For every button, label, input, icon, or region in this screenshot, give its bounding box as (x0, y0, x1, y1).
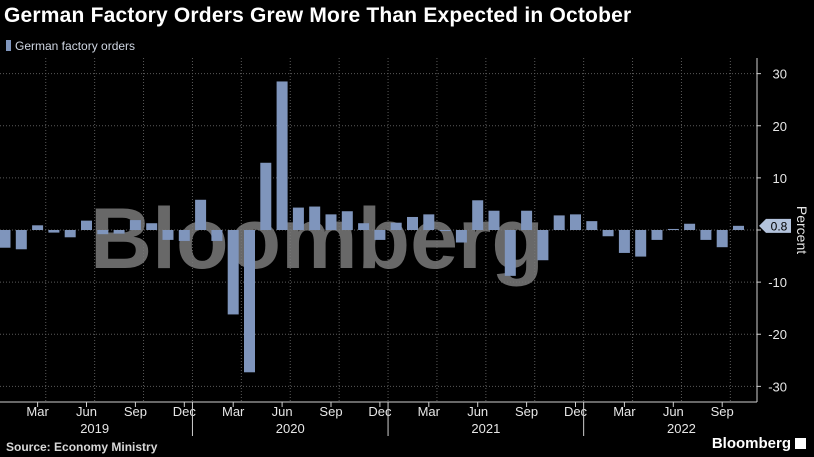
gridlines (0, 58, 757, 402)
x-tick-label: Mar (613, 404, 636, 419)
year-label: 2021 (471, 421, 500, 436)
y-axis-title: Percent (794, 206, 810, 254)
source-note: Source: Economy Ministry (6, 440, 158, 454)
bar (292, 207, 304, 230)
bar (488, 210, 500, 230)
last-value-label: 0.8 (771, 219, 788, 233)
bar (0, 230, 11, 248)
bar (325, 214, 337, 230)
bar (227, 230, 239, 315)
bar (309, 206, 321, 230)
bar (423, 214, 435, 230)
x-tick-label: Sep (319, 404, 342, 419)
y-tick-label: 10 (773, 171, 787, 186)
bar (211, 230, 223, 241)
bar (521, 210, 533, 230)
y-tick-label: -20 (768, 327, 787, 342)
x-axis: Mar Jun Sep Dec Mar Jun Sep Dec Mar Jun Sep Dec Mar J… (0, 401, 757, 436)
bar (472, 200, 484, 230)
bar (716, 230, 728, 248)
bar (146, 223, 158, 230)
bar (15, 230, 27, 250)
year-label: 2020 (276, 421, 305, 436)
bar (635, 230, 647, 257)
bar (667, 228, 679, 230)
x-tick-label: Mar (26, 404, 49, 419)
bar (455, 230, 467, 243)
bar (195, 199, 207, 230)
brand-icon (795, 438, 806, 449)
legend-swatch (6, 40, 11, 51)
last-value-tag (759, 218, 791, 233)
bar (64, 230, 76, 238)
x-tick-label: Dec (564, 404, 588, 419)
x-tick-label: Jun (272, 404, 293, 419)
bar (537, 230, 549, 261)
bar (439, 230, 451, 232)
bar (407, 216, 418, 230)
bar (553, 215, 565, 230)
bar (651, 230, 663, 240)
bar (48, 230, 60, 233)
bar (504, 230, 516, 276)
y-tick-label: -10 (768, 275, 787, 290)
y-tick-label: 30 (773, 67, 787, 82)
bar (81, 220, 92, 230)
bar (32, 225, 44, 230)
bar (390, 222, 402, 230)
x-tick-label: Mar (418, 404, 441, 419)
bar (129, 220, 141, 230)
bar (97, 230, 109, 235)
bar-series (0, 81, 744, 373)
bar (700, 230, 712, 240)
bar (244, 230, 255, 373)
x-tick-label: Sep (124, 404, 147, 419)
bar (618, 230, 630, 253)
bar (358, 223, 370, 230)
x-tick-label: Sep (515, 404, 538, 419)
bar (113, 230, 125, 234)
x-tick-label: Mar (222, 404, 245, 419)
bar (733, 225, 744, 230)
year-label: 2019 (80, 421, 109, 436)
bar (162, 230, 174, 240)
legend: German factory orders (6, 39, 135, 53)
x-tick-label: Dec (173, 404, 197, 419)
chart-title: German Factory Orders Grew More Than Exp… (4, 4, 632, 27)
x-tick-label: Jun (663, 404, 684, 419)
x-tick-label: Jun (467, 404, 488, 419)
y-axis: 30 20 10 -10 -20 -30 0.8 Percent (756, 58, 810, 402)
y-tick-label: 20 (773, 119, 787, 134)
y-tick-label: -30 (768, 379, 787, 394)
bar (260, 162, 272, 230)
bar (178, 230, 190, 241)
bar (570, 214, 581, 230)
legend-label: German factory orders (15, 39, 136, 53)
brand-logo: Bloomberg (712, 435, 806, 452)
bar (602, 230, 614, 237)
year-label: 2022 (667, 421, 696, 436)
bar (276, 81, 288, 230)
bar (586, 221, 598, 230)
brand-text: Bloomberg (711, 435, 791, 452)
x-tick-label: Dec (368, 404, 392, 419)
bar (374, 230, 386, 240)
bar (684, 223, 696, 230)
x-tick-label: Sep (711, 404, 734, 419)
x-tick-label: Jun (76, 404, 97, 419)
bar (341, 211, 353, 230)
